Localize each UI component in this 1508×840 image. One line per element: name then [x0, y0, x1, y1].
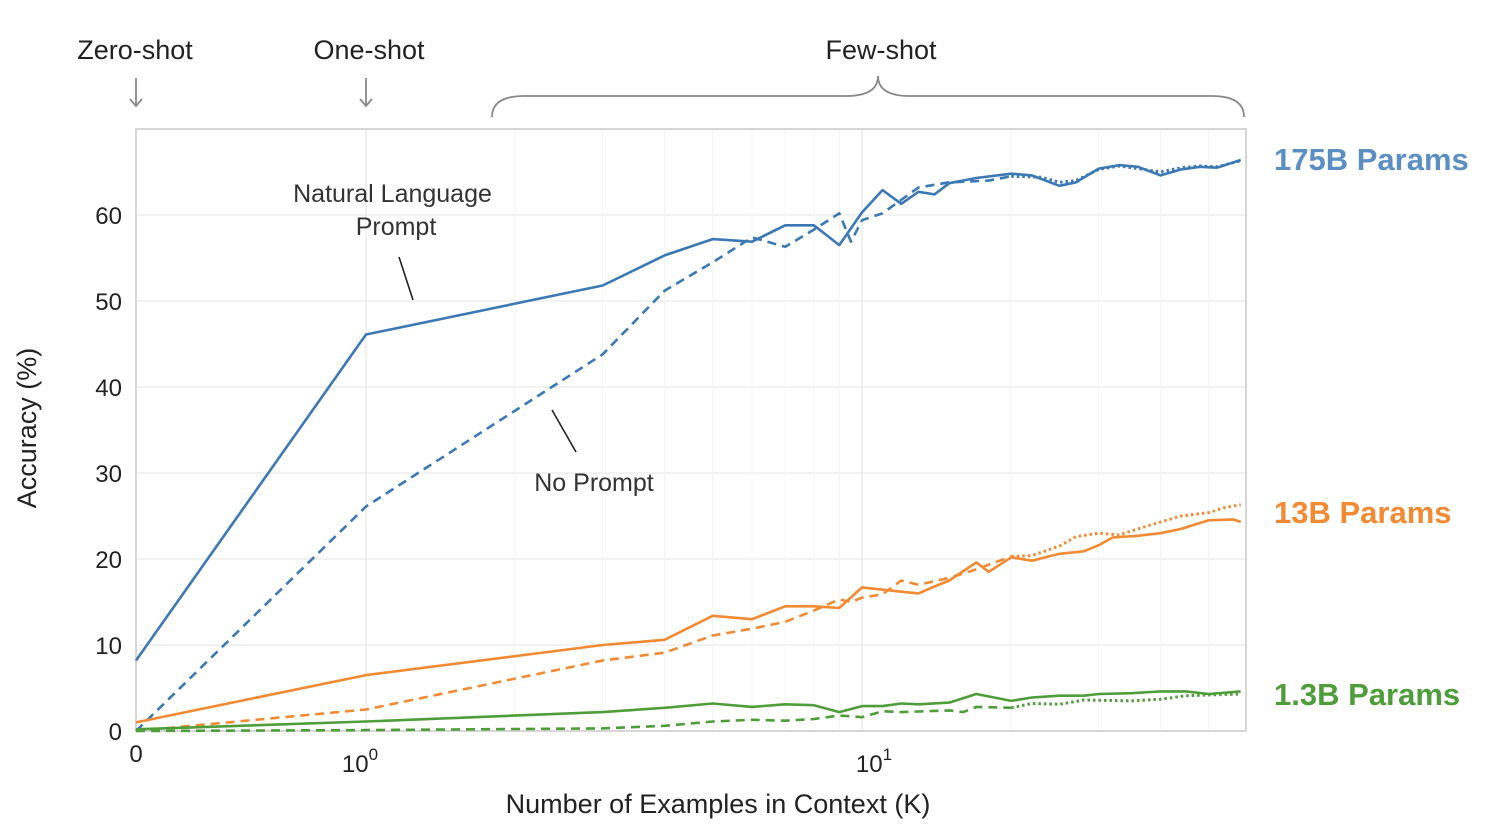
series-line-175b-paramsdashed	[135, 175, 1012, 732]
y-tick-label: 10	[95, 633, 122, 660]
annotation-pointer	[398, 256, 414, 301]
grid	[136, 129, 1246, 731]
zero-shot-arrow-icon	[129, 78, 143, 108]
y-axis-label: Accuracy (%)	[12, 348, 42, 509]
annotation-line-2: Prompt	[356, 213, 437, 241]
plot-frame	[135, 128, 1247, 732]
one-shot-label: One-shot	[313, 35, 425, 65]
x-tick-0: 0	[129, 741, 142, 768]
few-shot-label: Few-shot	[825, 35, 937, 65]
x-tick-10-1: 101	[856, 745, 892, 778]
x-axis-label: Number of Examples in Context (K)	[506, 789, 931, 819]
y-tick-label: 50	[95, 289, 122, 316]
x-tick-exp: 1	[883, 745, 892, 764]
y-tick-label: 30	[95, 461, 122, 488]
annotation-pointer	[551, 409, 577, 453]
one-shot-arrow-icon	[359, 78, 373, 108]
zero-shot-label: Zero-shot	[77, 35, 193, 65]
x-tick-10-0: 100	[342, 745, 378, 778]
annotation-natural-language-prompt: Natural Language Prompt	[293, 180, 499, 241]
annotation-no-prompt: No Prompt	[534, 469, 654, 497]
series-line-175b-paramssolid	[134, 158, 1242, 662]
x-tick-exp: 0	[369, 745, 378, 764]
series-line-175b-paramsdotted	[1011, 159, 1242, 184]
y-tick-label: 60	[95, 203, 122, 230]
series-line-13b-paramssolid	[135, 518, 1242, 724]
series-line-13b-paramsdashed	[135, 555, 1012, 733]
y-ticks: 0 10 20 30 40 50 60	[95, 203, 122, 746]
series-line-1-3b-paramssolid	[135, 690, 1241, 731]
few-shot-brace	[491, 75, 1245, 118]
series-line-1-3b-paramsdotted	[1010, 692, 1241, 710]
x-tick-base: 10	[342, 751, 369, 778]
y-tick-label: 20	[95, 547, 122, 574]
series-line-1-3b-paramsdashed	[135, 705, 1012, 733]
series-group	[134, 158, 1242, 733]
annotation-line-1: Natural Language	[293, 180, 492, 208]
y-tick-label: 40	[95, 375, 122, 402]
model-label-1-3b: 1.3B Params	[1274, 677, 1460, 712]
y-tick-label: 0	[109, 719, 122, 746]
series-line-13b-paramsdotted	[1011, 503, 1241, 558]
model-label-13b: 13B Params	[1274, 495, 1452, 530]
x-tick-base: 10	[856, 751, 883, 778]
model-label-175b: 175B Params	[1274, 142, 1469, 177]
